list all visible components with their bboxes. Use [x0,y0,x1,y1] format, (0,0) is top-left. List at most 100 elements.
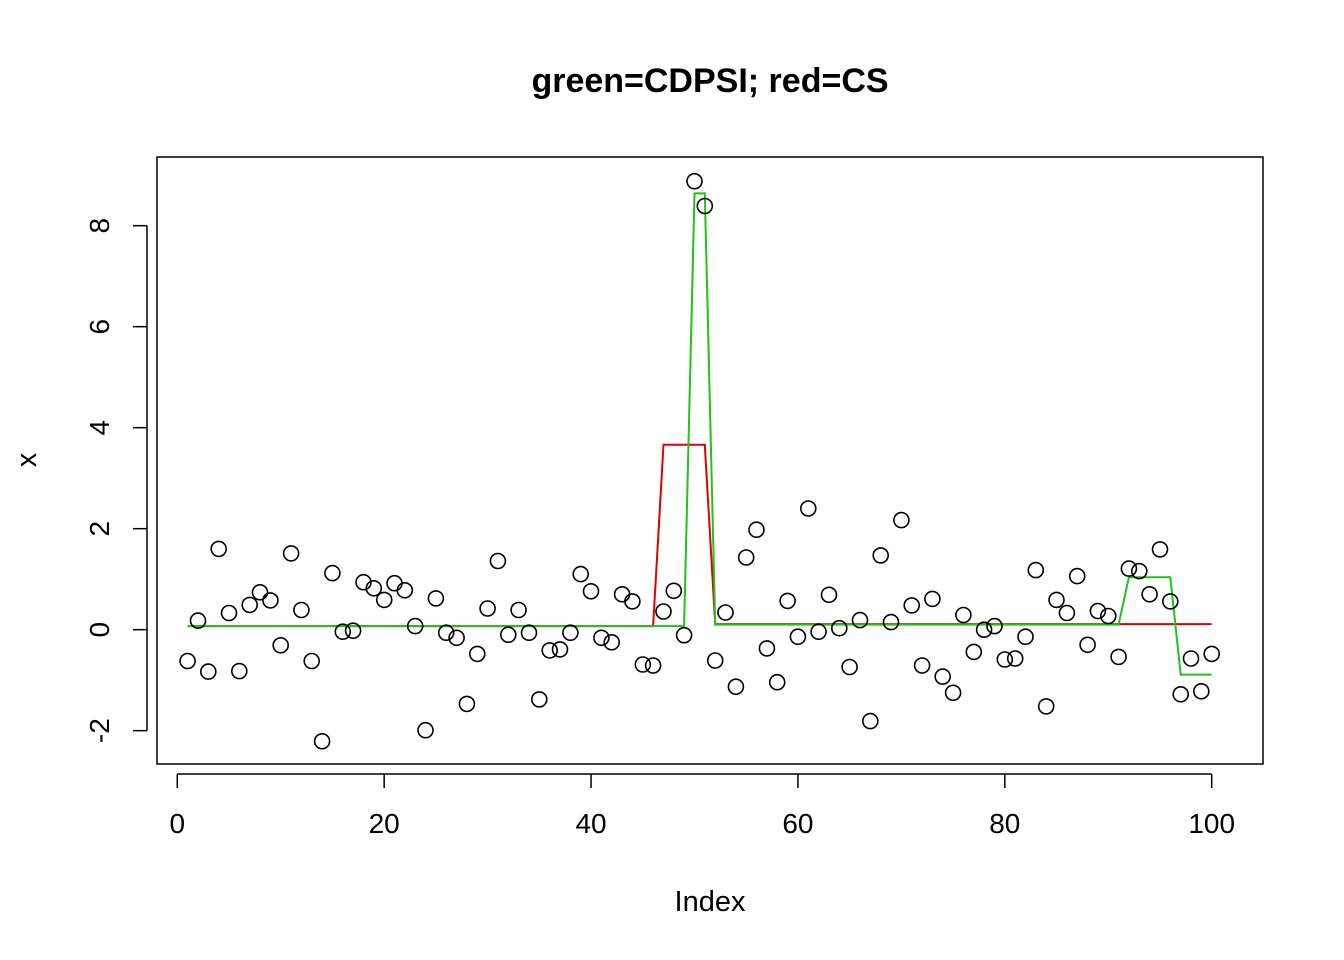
data-point [1110,648,1127,666]
data-point [1203,645,1220,663]
data-point [572,565,590,583]
data-point [510,601,527,619]
data-point [220,604,238,622]
x-tick-label: 40 [575,808,606,839]
data-point [375,591,393,609]
data-point [1068,567,1086,585]
y-axis: -2 0 2 4 6 8 [84,218,148,743]
data-point [489,552,507,570]
data-point [396,581,414,599]
data-point [613,585,631,603]
data-point [758,640,776,657]
x-tick-label: 0 [169,808,185,839]
data-point [468,645,486,663]
data-point [665,582,683,600]
data-point [334,623,352,641]
data-point [955,606,972,624]
data-point [189,612,207,629]
data-point [427,590,445,607]
data-point [737,549,755,566]
data-point [417,721,434,739]
data-point [1120,560,1138,577]
data-point [686,172,703,190]
data-point [1162,593,1179,610]
y-axis-label: x [11,452,43,467]
data-point [768,673,786,691]
data-point [779,592,796,610]
y-tick-label: 0 [84,622,115,638]
data-point [179,652,196,670]
data-point [748,521,765,539]
data-point [1182,650,1200,667]
data-point [799,500,817,517]
data-point [644,657,662,674]
x-tick-label: 80 [989,808,1020,839]
data-point [696,197,714,215]
data-point [893,511,910,529]
data-point [1037,698,1055,715]
data-point [272,636,290,654]
data-point [903,597,921,614]
series-line-2 [187,192,1212,676]
data-point [1079,636,1096,654]
data-point [603,633,621,651]
data-point [675,626,693,644]
data-point [251,583,269,601]
data-point [293,601,310,619]
series-layer [187,192,1212,676]
data-point [593,629,610,647]
data-point [820,586,838,604]
data-point [1151,541,1169,558]
data-point [448,629,465,647]
plot-frame [156,156,1264,765]
x-tick-label: 20 [369,808,400,839]
points-layer [179,172,1220,750]
data-point [458,695,476,713]
data-point [303,652,321,670]
data-point [810,623,827,641]
data-point [934,668,952,685]
data-point [551,641,569,658]
data-point [1058,604,1076,622]
data-point [913,657,931,674]
data-point [965,643,983,661]
x-axis-label: Index [675,886,746,918]
data-point [655,603,672,620]
data-point [386,574,403,592]
y-tick-label: -2 [84,718,115,743]
data-point [1027,561,1045,579]
y-tick-label: 2 [84,521,115,537]
data-point [355,573,372,591]
data-point [210,540,227,558]
data-point [975,621,993,639]
data-point [1006,650,1024,667]
x-tick-label: 100 [1188,808,1235,839]
data-point [986,617,1003,635]
y-tick-label: 4 [84,420,115,436]
data-point [1141,585,1158,603]
data-point [841,658,858,676]
data-point [1100,607,1117,625]
data-point [344,622,362,640]
data-point [241,596,258,614]
data-point [499,626,517,644]
data-point [437,624,455,642]
data-point [1172,685,1189,703]
data-point [789,628,807,646]
data-point [313,732,331,750]
data-point [406,617,424,635]
x-axis: 0 20 40 60 80 100 [169,773,1235,839]
data-point [624,593,641,610]
data-point [262,592,279,609]
data-point [520,624,538,642]
data-point [944,684,962,702]
chart-title: green=CDPSI; red=CS [531,62,888,100]
data-point [634,656,652,673]
data-point [851,611,869,629]
data-point [282,545,300,562]
data-point [541,642,559,659]
data-point [727,678,745,696]
data-point [582,582,600,600]
data-point [562,624,579,642]
